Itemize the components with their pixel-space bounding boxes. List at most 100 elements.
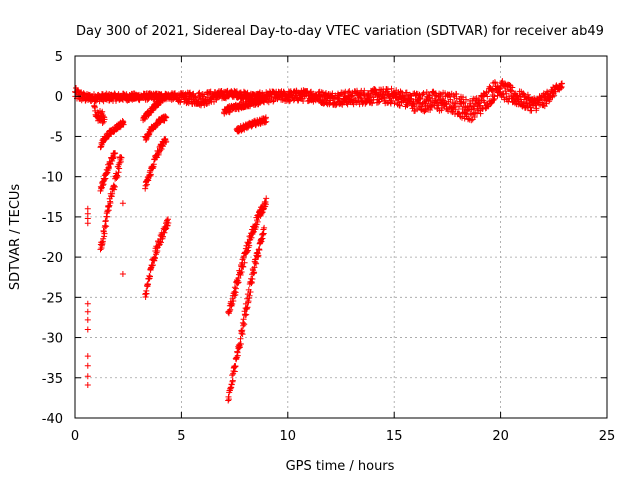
data-point xyxy=(253,224,259,230)
data-point xyxy=(435,102,442,109)
data-point xyxy=(99,108,106,115)
data-point xyxy=(84,362,91,369)
data-point xyxy=(163,94,170,101)
data-point xyxy=(84,300,91,307)
data-point xyxy=(456,110,463,117)
data-point xyxy=(111,183,118,190)
data-point xyxy=(256,247,263,253)
data-point xyxy=(477,110,484,117)
data-point xyxy=(559,80,565,87)
data-point xyxy=(229,377,236,384)
data-point xyxy=(244,248,251,255)
data-point xyxy=(148,262,155,269)
data-point xyxy=(164,217,170,224)
data-point xyxy=(196,89,203,96)
data-point xyxy=(270,98,277,105)
data-point xyxy=(228,381,235,388)
data-point xyxy=(396,102,403,109)
data-point xyxy=(237,341,244,347)
data-point xyxy=(452,106,459,113)
data-point xyxy=(261,99,268,106)
data-point xyxy=(147,171,154,178)
data-point xyxy=(447,96,454,103)
y-axis-title: SDTVAR / TECUs xyxy=(8,184,23,291)
data-point xyxy=(112,150,119,157)
x-tick-label: 5 xyxy=(177,429,185,444)
y-tick-label: -25 xyxy=(42,291,63,306)
data-point xyxy=(420,90,427,97)
data-point xyxy=(84,220,91,227)
data-point xyxy=(263,195,270,202)
data-point xyxy=(244,247,251,254)
data-point xyxy=(253,260,260,267)
data-point xyxy=(229,301,236,307)
plot-frame xyxy=(74,55,608,419)
data-point xyxy=(429,95,436,102)
data-point xyxy=(84,326,91,333)
data-point xyxy=(375,99,382,106)
chart-title: Day 300 of 2021, Sidereal Day-to-day VTE… xyxy=(76,24,604,39)
y-tick-label: -5 xyxy=(50,130,63,145)
data-point xyxy=(509,84,516,91)
data-point xyxy=(237,335,244,342)
data-point xyxy=(524,91,531,98)
data-point xyxy=(115,169,122,176)
data-point xyxy=(101,116,108,123)
data-point xyxy=(116,165,123,172)
y-tick-label: -30 xyxy=(42,332,63,347)
data-point xyxy=(226,308,233,314)
data-point xyxy=(229,372,236,379)
data-point xyxy=(263,118,270,125)
data-point xyxy=(318,89,325,96)
data-point xyxy=(147,273,153,280)
data-point xyxy=(114,173,121,180)
data-point xyxy=(230,298,237,304)
x-axis-title: GPS time / hours xyxy=(286,459,395,474)
data-point xyxy=(260,231,267,238)
data-point xyxy=(391,100,398,107)
data-point xyxy=(241,321,248,328)
data-point xyxy=(249,276,256,282)
data-point xyxy=(84,373,91,380)
data-point xyxy=(243,305,250,312)
data-point xyxy=(243,311,250,318)
data-point xyxy=(118,154,125,161)
data-point xyxy=(490,97,497,103)
x-tick-label: 20 xyxy=(492,429,509,444)
data-point xyxy=(145,281,151,288)
data-point xyxy=(418,103,425,110)
data-point xyxy=(247,289,254,295)
data-point xyxy=(100,181,107,188)
data-point xyxy=(417,95,424,102)
data-point xyxy=(304,88,311,95)
data-point xyxy=(468,117,475,124)
data-point xyxy=(231,284,238,291)
data-point xyxy=(244,304,251,311)
data-point xyxy=(84,308,91,315)
data-point xyxy=(427,107,434,113)
data-point xyxy=(241,259,248,266)
data-point xyxy=(342,88,349,95)
data-point xyxy=(475,99,481,106)
x-tick-label: 0 xyxy=(71,429,79,444)
data-point xyxy=(261,224,268,231)
data-point xyxy=(244,89,251,96)
data-point xyxy=(551,92,558,99)
data-point xyxy=(152,255,158,262)
data-point xyxy=(150,262,156,269)
data-point xyxy=(262,201,269,208)
data-point xyxy=(106,202,113,209)
y-tick-label: -10 xyxy=(42,171,63,186)
data-point xyxy=(286,98,293,105)
data-point xyxy=(365,92,372,99)
data-point xyxy=(207,88,214,95)
data-point xyxy=(255,252,262,259)
data-point xyxy=(533,105,540,112)
data-point xyxy=(104,213,111,220)
data-point xyxy=(158,239,164,246)
data-point xyxy=(120,121,127,128)
data-point xyxy=(227,306,234,313)
data-point xyxy=(238,269,245,275)
